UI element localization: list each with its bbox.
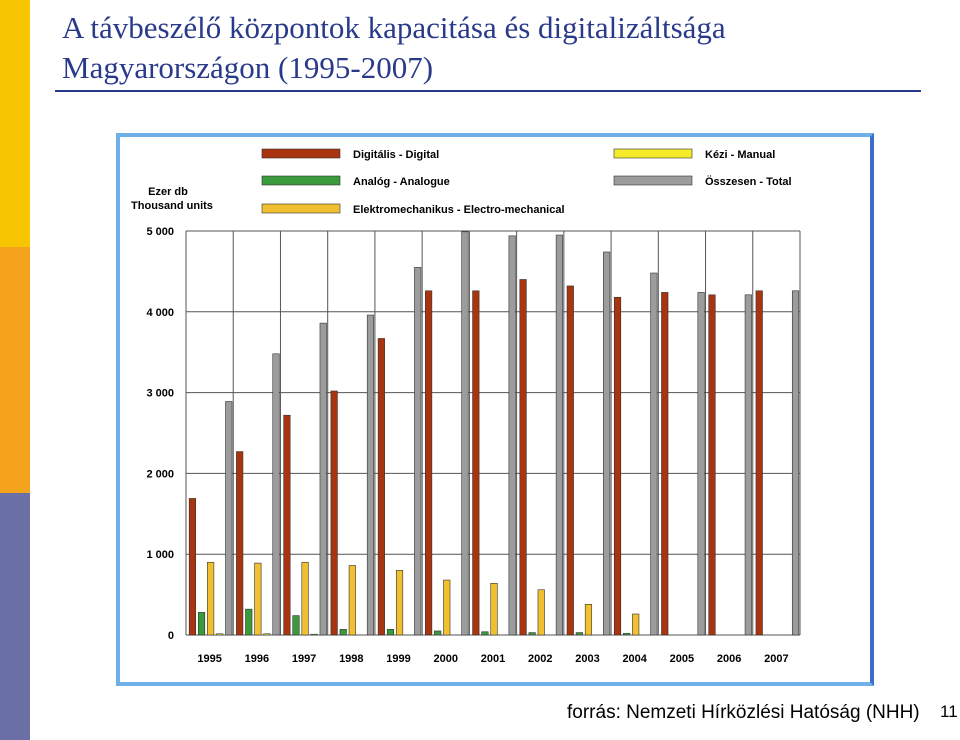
bar [755,290,763,636]
bar [254,562,262,636]
legend-label: Digitális - Digital [353,149,439,161]
bar [603,251,611,636]
legend-label: Analóg - Analogue [353,176,450,188]
bar [661,292,669,636]
legend-swatch [261,148,341,159]
bar [650,272,658,636]
bar [566,285,574,636]
bar [263,633,271,636]
bar [744,294,752,636]
legend-label: Kézi - Manual [705,149,775,161]
x-tick-label: 2004 [622,653,647,665]
bar [216,633,224,636]
y-axis-label: Ezer db [148,186,188,198]
bar [519,279,527,636]
side-band-orange [0,247,30,493]
bar [528,632,536,636]
bar [377,338,385,636]
x-tick-label: 2000 [434,653,458,665]
bar [697,292,705,636]
x-tick-label: 2003 [575,653,599,665]
legend-swatch [613,148,693,159]
y-tick-label: 4 000 [146,307,174,319]
y-tick-label: 5 000 [146,226,174,238]
bar [425,290,433,636]
legend-swatch [261,175,341,186]
bar [395,570,404,636]
bar [197,612,206,636]
bar [443,579,451,636]
slide-title: A távbeszélő központok kapacitása és dig… [62,8,726,88]
bar [386,629,395,636]
bar [555,234,563,636]
x-tick-label: 2006 [717,653,741,665]
bar [434,630,442,636]
x-tick-label: 1997 [292,653,316,665]
bar [319,322,327,636]
slide-title-line1: A távbeszélő központok kapacitása és dig… [62,10,726,45]
chart-frame: 0 1 000 2 000 3 000 4 000 5 000 Ezer db Thousan… [116,133,874,686]
bar [472,290,480,636]
side-band-blue [0,493,30,740]
y-tick-label: 2 000 [146,468,174,480]
bar [207,561,215,636]
x-tick-label: 1999 [386,653,410,665]
y-tick-label: 3 000 [146,388,174,400]
source-note: forrás: Nemzeti Hírközlési Hatóság (NHH) [567,702,920,723]
y-tick-label: 0 [168,630,174,642]
y-tick-label: 1 000 [146,549,174,561]
y-axis-label: Thousand units [131,200,213,212]
bar [236,451,244,636]
legend-label: Összesen - Total [705,175,792,188]
bar [330,390,338,636]
bar [366,314,375,636]
x-tick-label: 2001 [481,653,505,665]
legend-swatch [261,203,341,214]
bar [272,353,280,636]
bar [225,401,233,636]
bar [613,296,622,636]
x-tick-label: 1998 [339,653,363,665]
bar [283,414,291,636]
title-underline [55,90,921,92]
bar [791,290,800,636]
bar [490,582,498,636]
x-tick-label: 1996 [245,653,269,665]
bar-chart: 0 1 000 2 000 3 000 4 000 5 000 Ezer db Thousan… [131,148,801,665]
bar [245,608,253,636]
bar [188,498,197,636]
bar [537,589,545,636]
bar [708,294,716,636]
bar [575,632,583,636]
x-tick-label: 2005 [670,653,694,665]
page-number: 11 [940,702,958,721]
bar [348,565,356,636]
legend-swatch [613,175,693,186]
bar [632,613,640,636]
slide-title-line2: Magyarországon (1995-2007) [62,50,434,85]
x-tick-label: 2002 [528,653,552,665]
bar [292,615,300,636]
bar [414,267,422,636]
x-tick-label: 1995 [197,653,221,665]
bar [461,231,469,636]
bar [310,633,318,636]
bar [584,603,593,636]
x-tick-label: 2007 [764,653,788,665]
bar [481,631,489,636]
bar [623,633,631,636]
bar [339,629,347,636]
side-band-yellow [0,0,30,247]
bar [301,561,309,636]
bar [508,235,516,636]
legend-label: Elektromechanikus - Electro-mechanical [353,204,565,216]
